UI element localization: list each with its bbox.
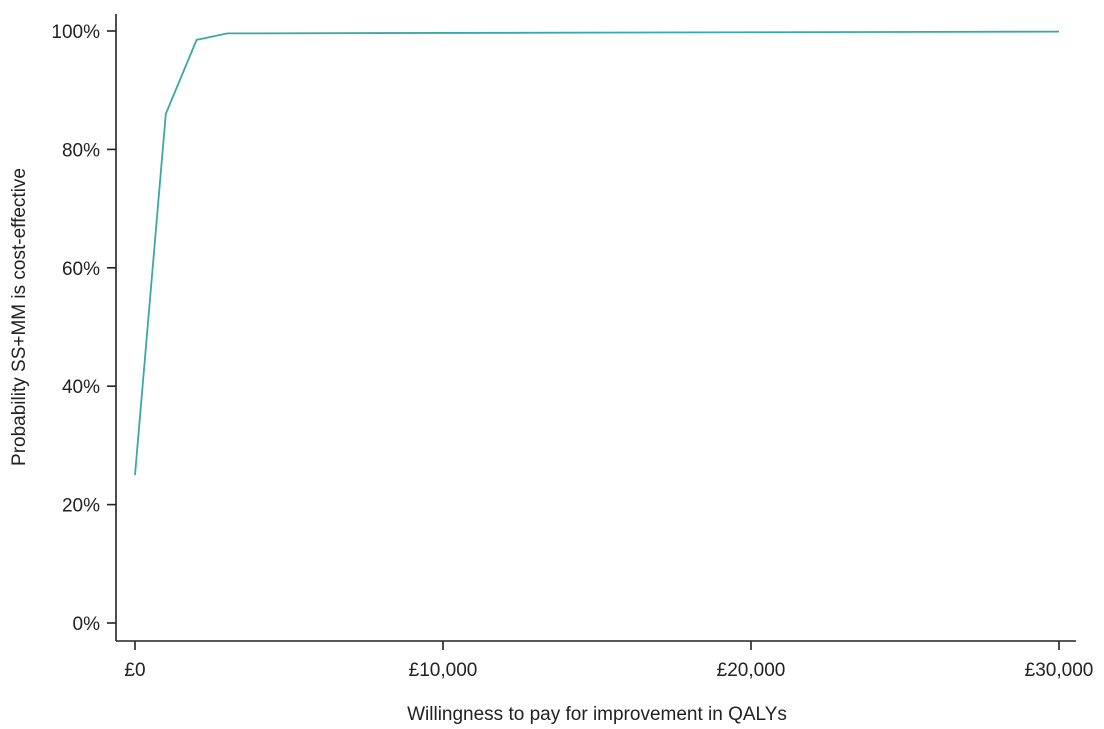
- x-ticks: £0 £10,000 £20,000 £30,000: [124, 641, 1093, 681]
- series-line: [134, 30, 1060, 476]
- y-tick-label: 80%: [62, 140, 100, 161]
- x-axis-title: Willingness to pay for improvement in QA…: [407, 704, 787, 725]
- plot-area: [134, 30, 1060, 476]
- y-tick-label: 60%: [62, 259, 100, 280]
- axes: [115, 14, 1076, 642]
- x-tick-label: £20,000: [717, 660, 786, 681]
- y-tick-label: 20%: [62, 496, 100, 517]
- x-tick-label: £30,000: [1025, 660, 1094, 681]
- y-tick-label: 100%: [51, 22, 100, 43]
- x-tick-label: £10,000: [409, 660, 478, 681]
- y-tick-label: 40%: [62, 377, 100, 398]
- y-tick-label: 0%: [73, 614, 101, 635]
- x-tick-label: £0: [124, 660, 145, 681]
- y-ticks: 0% 20% 40% 60% 80% 100%: [51, 22, 116, 635]
- y-axis-title: Probability SS+MM is cost-effective: [9, 168, 30, 466]
